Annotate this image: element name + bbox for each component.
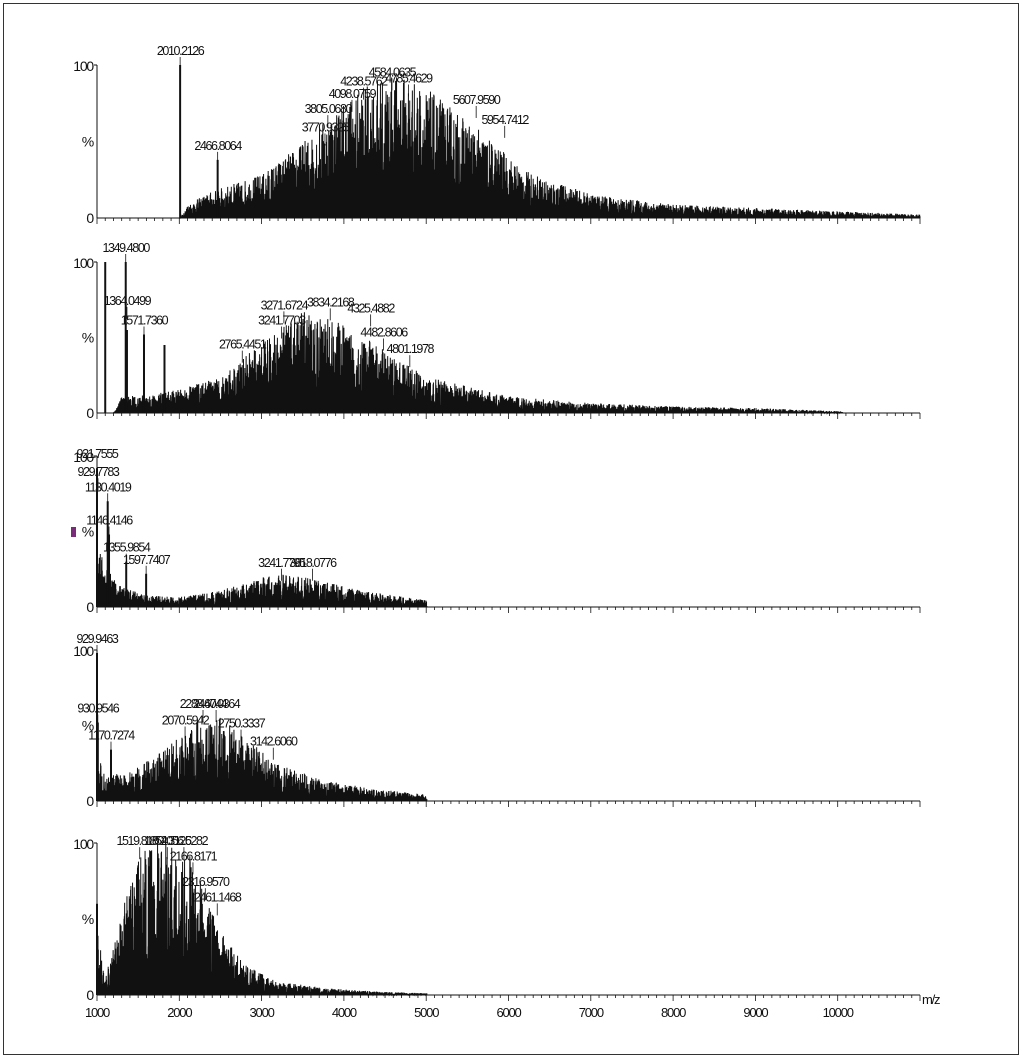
x-tick-label: 8000 (661, 1005, 686, 1020)
y-axis-label: % (82, 134, 94, 150)
peak-label: 2750.3337 (218, 717, 266, 731)
y-axis-label: 0 (86, 599, 94, 615)
x-tick-label: 7000 (579, 1005, 604, 1020)
x-tick-label: 10000 (823, 1005, 854, 1020)
y-axis-label: 100 (73, 643, 94, 659)
spectrum-trace (97, 312, 844, 415)
peak-label: 929.9463 (77, 632, 119, 646)
spectrum-trace (96, 717, 428, 802)
peak-label: 1146.4146 (86, 514, 133, 528)
peak-label: 2765.4451 (219, 338, 267, 352)
peak-label: 2010.2126 (157, 44, 205, 58)
peak-label: 4584.0635 (369, 65, 417, 79)
peak-label: 3271.6724 (261, 298, 309, 312)
peak-label: 2466.8064 (194, 139, 242, 153)
y-axis-label: 0 (86, 405, 94, 421)
peak-label: 4785.4629 (385, 72, 433, 86)
spectrum-trace (96, 553, 428, 608)
y-axis-label: % (82, 911, 94, 927)
peak-label: 2070.5942 (162, 714, 210, 728)
peak-label: 1854.3125 (144, 834, 192, 848)
peak-label: 1597.7407 (123, 553, 171, 567)
peak-label: 3770.9325 (302, 121, 350, 135)
peak-label: 5954.7412 (481, 113, 529, 127)
y-axis-label: % (82, 330, 94, 346)
peak-label: 2056.6282 (161, 834, 209, 848)
y-axis-label: % (82, 718, 94, 734)
y-axis-label: 100 (73, 449, 94, 465)
y-axis-label: 0 (86, 987, 94, 1003)
peak-label: 5607.9590 (453, 93, 501, 107)
peak-label: 3618.0776 (289, 556, 337, 570)
peak-label: 2288.6044 (180, 697, 228, 711)
peak-label: 4801.1978 (387, 342, 435, 356)
peak-label: 4482.8606 (360, 326, 408, 340)
spectrum-panel-2: 0% 100 1349.4800 1364.0499 1571.7360 2765.445… (73, 241, 921, 421)
x-tick-label: 5000 (414, 1005, 439, 1020)
x-axis-label: m/z (922, 992, 940, 1007)
x-tick-label: 3000 (250, 1005, 275, 1020)
peak-label: 3834.2168 (307, 295, 355, 309)
x-tick-label: 1000 (85, 1005, 110, 1020)
x-axis-tick-labels: 1000 2000 3000 4000 5000 6000 7000 8000 9000 1000… (85, 1005, 855, 1020)
spectrum-panels: 0% 100 2010.2126 2466.8064 3770.9325 3805.068… (73, 44, 921, 1003)
x-tick-label: 2000 (167, 1005, 192, 1020)
y-axis-label: 0 (86, 210, 94, 226)
peak-label: 921.7555 (77, 447, 119, 461)
peak-label: 2461.1468 (194, 890, 242, 904)
peak-label: 2316.9570 (182, 875, 230, 889)
peak-label: 1355.9854 (103, 541, 151, 555)
peak-label: 1130.4019 (85, 480, 132, 494)
y-axis-label: 100 (73, 836, 94, 852)
peak-label: 1519.8180 (116, 834, 164, 848)
edge-marker (71, 527, 76, 537)
peak-label: 2447.0364 (193, 697, 241, 711)
y-axis-label: % (82, 524, 94, 540)
y-axis-label: 0 (86, 793, 94, 809)
y-axis-label: 100 (73, 255, 94, 271)
figure-frame (3, 3, 1019, 1055)
spectrum-trace (96, 839, 428, 997)
peak-label: 4098.0759 (329, 87, 377, 101)
spectrum-panel-1: 0% 100 2010.2126 2466.8064 3770.9325 3805.068… (73, 44, 921, 226)
peak-label: 1170.7274 (88, 729, 135, 743)
spectrum-trace (97, 77, 921, 220)
peak-label: 3142.6060 (250, 735, 298, 749)
x-tick-label: 6000 (496, 1005, 521, 1020)
x-tick-label: 9000 (743, 1005, 768, 1020)
peak-label: 930.9546 (77, 701, 119, 715)
spectrum-panel-5: 0% 100 1519.81801854.31252056.62822166.817… (73, 834, 921, 1003)
peak-label: 929.7783 (78, 465, 120, 479)
y-axis-label: 100 (73, 58, 94, 74)
peak-label: 4325.4882 (347, 301, 395, 315)
peak-label: 3241.7795 (258, 556, 306, 570)
peak-label: 2166.8171 (170, 849, 218, 863)
peak-label: 1364.0499 (104, 294, 152, 308)
peak-label: 1349.4800 (102, 241, 150, 255)
x-tick-label: 4000 (332, 1005, 357, 1020)
peak-label: 3805.0680 (305, 102, 353, 116)
peak-label: 3241.7703 (258, 313, 306, 327)
peak-label: 1571.7360 (121, 313, 169, 327)
peak-label: 4238.5762 (340, 75, 388, 89)
